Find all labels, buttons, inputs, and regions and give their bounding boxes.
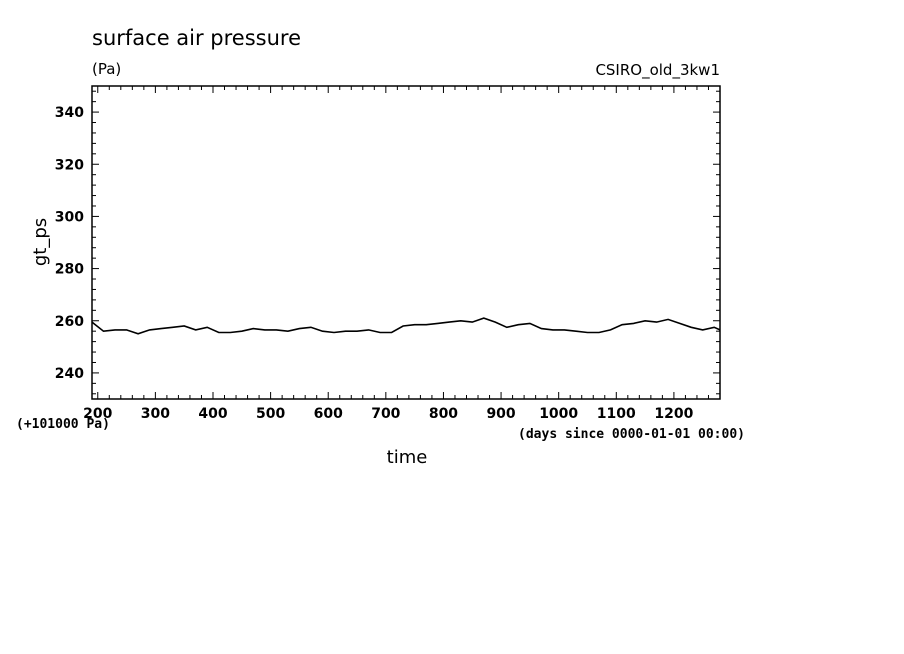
- y-tick-label: 320: [55, 157, 84, 173]
- y-axis: 240 260 280 300 320 340: [55, 90, 720, 395]
- x-axis: 200 300 400 500 600 700 800 900 1000 1100 1200: [83, 86, 721, 422]
- x-tick-label: 400: [198, 406, 227, 422]
- y-tick-label: 260: [55, 314, 84, 330]
- x-tick-label: 300: [141, 406, 170, 422]
- x-tick-label: 1200: [654, 406, 693, 422]
- x-tick-label: 1100: [597, 406, 636, 422]
- model-name: CSIRO_old_3kw1: [595, 61, 720, 80]
- y-axis-label: gt_ps: [30, 218, 51, 266]
- x-tick-label: 200: [83, 406, 112, 422]
- x-tick-label: 500: [256, 406, 285, 422]
- y-tick-label: 340: [55, 105, 84, 121]
- x-axis-label: time: [387, 447, 428, 468]
- y-tick-label: 300: [55, 209, 84, 225]
- plot-frame: [91, 85, 721, 400]
- y-offset-note: (+101000 Pa): [16, 417, 110, 432]
- x-tick-label: 900: [486, 406, 515, 422]
- x-tick-label: 700: [371, 406, 400, 422]
- x-tick-label: 1000: [539, 406, 578, 422]
- x-axis-note: (days since 0000-01-01 00:00): [518, 427, 745, 442]
- x-tick-label: 800: [429, 406, 458, 422]
- x-tick-label: 600: [314, 406, 343, 422]
- chart-units: (Pa): [92, 60, 121, 78]
- y-tick-label: 280: [55, 262, 84, 278]
- chart-title: surface air pressure: [92, 26, 301, 50]
- y-tick-label: 240: [55, 366, 84, 382]
- pressure-series-line: [91, 317, 721, 335]
